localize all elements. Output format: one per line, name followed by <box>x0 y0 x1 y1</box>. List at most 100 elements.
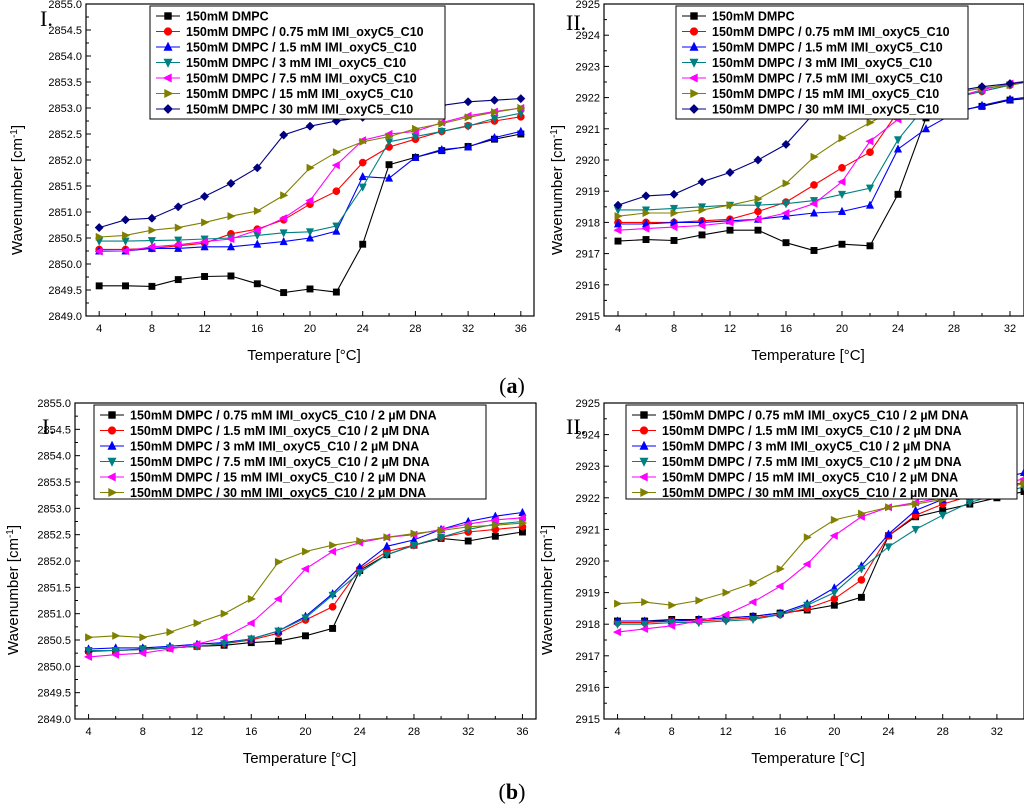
chart1-x-axis-title: Temperature [°C] <box>751 347 865 364</box>
chart1-data-point-3 <box>781 200 791 209</box>
chart3-series-line-1 <box>617 481 1024 624</box>
chart0-data-point-5 <box>227 212 236 221</box>
chart1-x-tick-label: 8 <box>671 323 677 335</box>
chart0-x-tick-label: 24 <box>357 323 369 335</box>
chart1-data-point-3 <box>893 136 903 145</box>
chart1-data-point-0 <box>782 239 790 247</box>
chart2-legend-label-0: 150mM DMPC / 0.75 mM IMI_oxyC5_C10 / 2 µ… <box>130 409 437 423</box>
chart0-data-point-5 <box>359 137 368 146</box>
chart0-y-tick-label: 2849.0 <box>48 311 82 323</box>
chart1-data-point-2 <box>613 219 623 228</box>
chart1-x-tick-label: 24 <box>892 323 904 335</box>
chart1-x-tick-label: 12 <box>724 323 736 335</box>
chart2-data-point-4 <box>327 547 337 556</box>
chart0-data-point-5 <box>438 119 447 128</box>
chart3-x-axis-title: Temperature [°C] <box>751 750 865 767</box>
chart2-y-tick-label: 2854.5 <box>37 424 71 436</box>
chart1-y-tick-label: 2924 <box>576 30 600 42</box>
chart0-data-point-6 <box>200 191 210 201</box>
chart3-data-point-3 <box>911 525 920 535</box>
chart2-data-point-4 <box>83 652 93 661</box>
chart-a-II: 2915 2916 2917 2918 2919 2920 2921 2922 2923 2924… <box>549 0 1024 364</box>
chart0-data-point-2 <box>411 152 420 161</box>
chart1-legend-label-4: 150mM DMPC / 7.5 mM IMI_oxyC5_C10 <box>712 72 943 86</box>
chart3-data-point-5 <box>749 579 758 588</box>
chart0-data-point-0 <box>253 280 261 288</box>
chart1-data-point-6 <box>781 139 791 149</box>
chart0-data-point-3 <box>174 236 183 245</box>
chart3-legend-label-3: 150mM DMPC / 7.5 mM IMI_oxyC5_C10 / 2 µM… <box>662 455 962 469</box>
chart2-data-point-3 <box>382 551 391 560</box>
chart0-data-point-3 <box>147 237 156 246</box>
chart2-data-point-5 <box>464 522 473 531</box>
chart0-y-axis-title: Wavenumber [cm-1] <box>9 125 27 255</box>
chart2-data-point-0 <box>491 532 499 540</box>
chart2-data-point-5 <box>410 529 419 538</box>
chart3-y-tick-label: 2923 <box>576 461 600 473</box>
chart2-x-tick-label: 24 <box>354 726 366 738</box>
chart0-legend-marker-3 <box>163 58 173 68</box>
chart3-data-point-4 <box>748 597 757 607</box>
chart3-data-point-3 <box>938 511 947 520</box>
chart0-data-point-2 <box>490 132 499 142</box>
chart2-data-point-5 <box>356 536 365 546</box>
chart1-legend-marker-3 <box>689 58 699 68</box>
chart2-legend-marker-1 <box>107 426 117 435</box>
chart2-data-point-3 <box>355 569 364 578</box>
chart3-data-point-5 <box>885 503 894 512</box>
chart1-data-point-2 <box>809 208 819 217</box>
chart2-x-tick-label: 28 <box>408 726 420 738</box>
chart2-data-point-5 <box>247 594 257 604</box>
chart1-x-tick-label: 28 <box>948 323 960 335</box>
chart3-data-point-4 <box>802 560 811 569</box>
chart1-legend-marker-5 <box>690 88 700 99</box>
chart1-data-point-6 <box>613 200 623 210</box>
chart2-data-point-5 <box>329 541 338 550</box>
chart0-data-point-5 <box>306 163 315 172</box>
chart1-data-point-4 <box>865 137 874 146</box>
chart1-data-point-0 <box>894 190 902 198</box>
chart1-y-tick-label: 2919 <box>576 186 600 198</box>
chart3-data-point-3 <box>776 611 785 620</box>
chart3-legend-label-2: 150mM DMPC / 3 mM IMI_oxyC5_C10 / 2 µM D… <box>662 440 951 454</box>
chart2-data-point-5 <box>437 526 446 535</box>
chart1-data-point-3 <box>837 190 847 200</box>
chart2-legend-label-3: 150mM DMPC / 7.5 mM IMI_oxyC5_C10 / 2 µM… <box>130 455 430 469</box>
chart1-data-point-4 <box>809 199 818 208</box>
chart3-x-tick-label: 4 <box>614 726 620 738</box>
chart2-data-point-4 <box>192 640 201 649</box>
chart1-data-point-2 <box>1005 94 1015 103</box>
chart1-data-point-3 <box>669 204 679 214</box>
chart0-legend-label-3: 150mM DMPC / 3 mM IMI_oxyC5_C10 <box>186 56 406 70</box>
chart2-x-tick-label: 36 <box>516 726 528 738</box>
chart1-data-point-0 <box>642 236 650 244</box>
chart0-y-tick-label: 2854.0 <box>48 51 82 63</box>
chart0-data-point-3 <box>279 229 288 238</box>
chart0-data-point-1 <box>358 158 367 167</box>
chart3-x-tick-label: 16 <box>774 726 786 738</box>
chart0-data-point-6 <box>226 178 236 188</box>
chart2-x-tick-label: 8 <box>140 726 146 738</box>
chart3-y-tick-label: 2919 <box>576 588 600 600</box>
chart1-y-tick-label: 2921 <box>576 124 600 136</box>
chart0-data-point-0 <box>95 282 103 290</box>
chart2-data-point-5 <box>274 557 284 567</box>
chart3-legend-label-4: 150mM DMPC / 15 mM IMI_oxyC5_C10 / 2 µM … <box>662 471 958 485</box>
chart0-x-tick-label: 36 <box>515 323 527 335</box>
chart0-data-point-4 <box>278 214 288 223</box>
chart3-legend-marker-5 <box>640 487 650 498</box>
chart3-legend-marker-1 <box>639 426 649 435</box>
chart2-data-point-5 <box>220 609 229 618</box>
chart3-y-tick-label: 2921 <box>576 524 600 536</box>
chart2-data-point-5 <box>491 521 501 530</box>
chart3-data-point-3 <box>748 616 758 625</box>
chart2-legend <box>93 404 487 500</box>
chart0-data-point-0 <box>174 276 182 284</box>
chart0-data-point-6 <box>305 121 315 131</box>
chart3-data-point-4 <box>775 582 784 591</box>
chart2-y-tick-label: 2850.5 <box>37 635 71 647</box>
chart1-data-point-5 <box>782 179 791 188</box>
chart3-data-point-5 <box>912 500 921 509</box>
chart1-data-point-5 <box>726 201 735 210</box>
chart3-x-tick-label: 20 <box>828 726 840 738</box>
